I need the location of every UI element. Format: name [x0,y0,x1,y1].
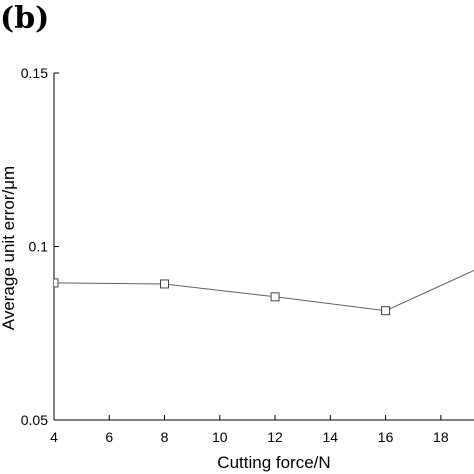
data-point-marker [160,279,170,289]
panel-label: (b) [0,1,49,36]
x-axis-label: Cutting force/N [217,453,330,472]
data-point-marker [381,306,391,316]
y-axis-label: Average unit error/μm [0,166,18,330]
data-point-marker [270,292,280,302]
x-tick-label: 6 [105,429,113,445]
x-tick-label: 16 [378,429,394,445]
y-ticks: 0.05 0.1 0.15 [21,65,59,428]
x-tick-label: 10 [212,429,228,445]
x-tick-label: 8 [161,429,169,445]
x-tick-label: 4 [50,429,58,445]
y-tick-label: 0.05 [21,412,48,428]
series-group [54,269,474,316]
axes [53,73,474,421]
y-tick-label: 0.15 [21,65,48,81]
series-line [54,269,474,312]
x-ticks: 4 6 8 10 12 14 16 18 [50,415,449,445]
x-tick-label: 18 [433,429,449,445]
data-point-marker [54,278,59,288]
x-tick-label: 14 [323,429,339,445]
y-tick-label: 0.1 [29,239,49,255]
x-tick-label: 12 [267,429,283,445]
